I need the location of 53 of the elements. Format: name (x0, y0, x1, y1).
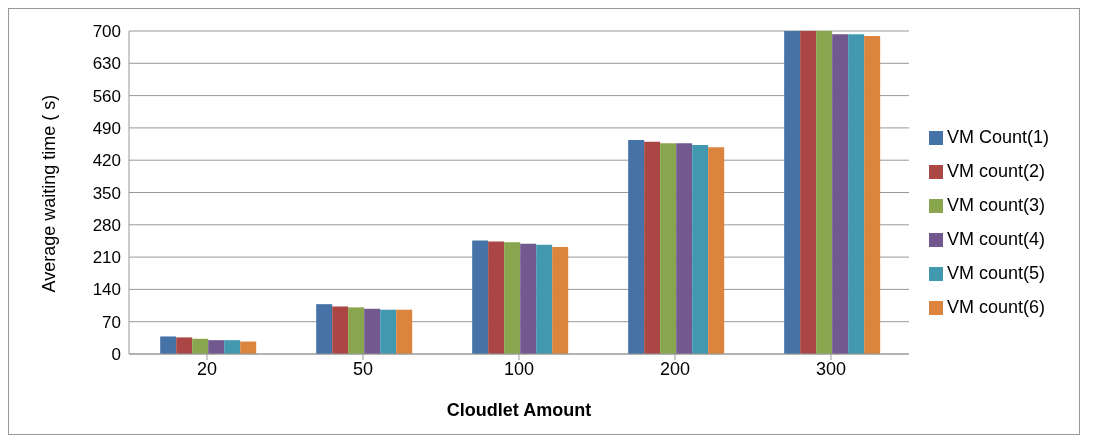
x-tick-label: 100 (503, 358, 534, 379)
bar (396, 309, 413, 354)
y-tick-label: 700 (92, 22, 121, 42)
bar (332, 306, 349, 354)
x-axis-title: Cloudlet Amount (446, 400, 592, 420)
bar (816, 31, 833, 354)
bar (364, 308, 381, 354)
bar (864, 36, 881, 354)
legend-label: VM count(5) (946, 262, 1045, 283)
legend-label: VM count(3) (946, 194, 1045, 215)
bar (628, 139, 645, 354)
legend-label: VM count(4) (946, 228, 1045, 249)
x-tick-label: 300 (815, 358, 846, 379)
y-tick-label: 280 (92, 215, 121, 235)
bar (692, 144, 709, 354)
bar (552, 246, 569, 354)
bar (224, 340, 241, 354)
y-tick-label: 140 (92, 280, 121, 300)
legend-label: VM Count(1) (946, 126, 1049, 147)
bar (784, 31, 801, 354)
bar (676, 143, 693, 354)
legend-label: VM count(6) (946, 296, 1045, 317)
bar (472, 240, 489, 354)
bar (208, 340, 225, 354)
bar (192, 338, 209, 354)
x-tick-label: 20 (196, 358, 218, 379)
bar (708, 147, 725, 354)
bar (848, 34, 865, 354)
y-tick-label: 210 (92, 248, 121, 268)
y-axis-title: Average waiting time ( s) (39, 94, 60, 293)
bar (536, 244, 553, 354)
x-tick-label: 50 (352, 358, 373, 379)
bar (160, 336, 177, 354)
y-tick-label: 630 (92, 54, 121, 74)
bar (660, 143, 677, 354)
x-tick-label: 200 (659, 358, 690, 379)
y-tick-label: 490 (92, 118, 121, 138)
bar (504, 242, 521, 354)
legend-label: VM count(2) (946, 160, 1045, 181)
bar (316, 304, 333, 354)
y-tick-label: 420 (92, 151, 121, 171)
bar (520, 243, 537, 354)
y-tick-label: 350 (92, 183, 121, 203)
bar (176, 337, 193, 354)
bar (644, 141, 661, 354)
y-tick-label: 70 (102, 312, 121, 332)
bar (348, 307, 365, 354)
bar (800, 31, 817, 354)
bar (488, 241, 505, 354)
y-tick-label: 0 (111, 345, 121, 365)
y-tick-label: 560 (92, 86, 121, 106)
bar (832, 34, 849, 354)
bar (380, 309, 397, 354)
